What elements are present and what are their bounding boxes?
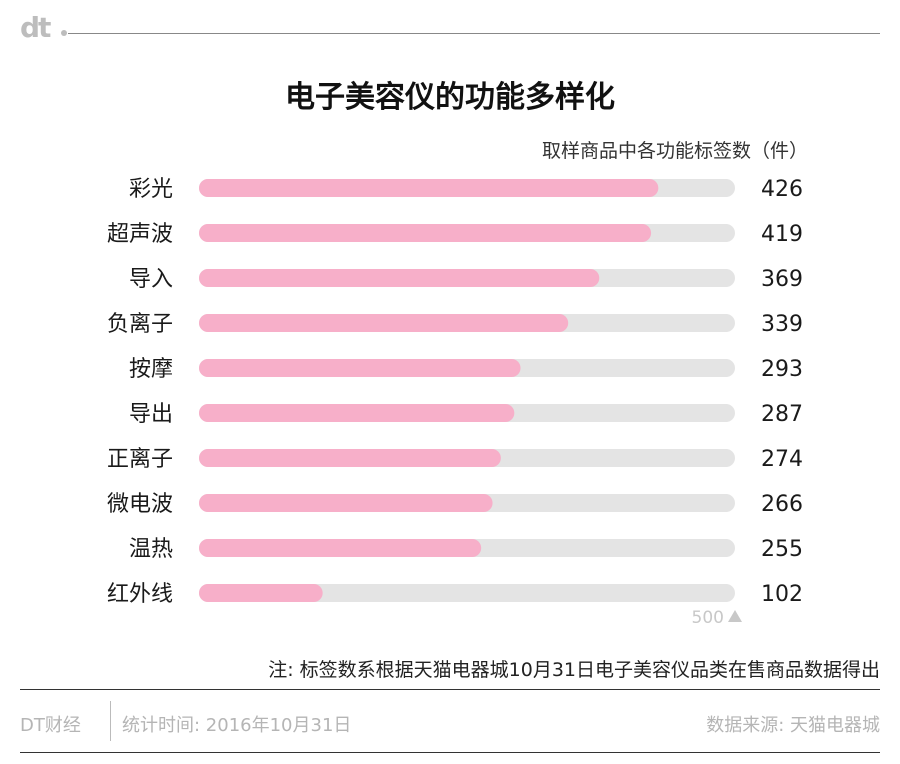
value-label: 419: [761, 222, 803, 247]
value-label: 339: [761, 312, 803, 337]
footer-separator: [110, 701, 111, 741]
unit-note: 取样商品中各功能标签数（件）: [541, 140, 808, 162]
dt-logo: dt: [20, 11, 51, 44]
category-label: 导入: [129, 267, 173, 292]
footer-source: 数据来源: 天猫电器城: [706, 715, 880, 736]
category-label: 按摩: [129, 357, 173, 382]
value-label: 426: [761, 177, 803, 202]
chart-title: 电子美容仪的功能多样化: [285, 80, 615, 115]
scale-max-label: 500: [692, 608, 724, 628]
header-dot: [61, 30, 67, 36]
value-label: 266: [761, 492, 803, 517]
scale-max-triangle-icon: [728, 610, 742, 622]
bar-chart: 彩光 426 超声波 419 导入 369 负离子 339 按摩 293 导出 287 正离子 274 微电…: [107, 177, 803, 628]
category-label: 负离子: [107, 312, 173, 337]
header-rule: [68, 33, 880, 34]
category-label: 红外线: [107, 582, 173, 607]
category-label: 超声波: [107, 222, 173, 247]
value-label: 255: [761, 537, 803, 562]
footer-bottom-rule: [20, 752, 880, 753]
category-label: 彩光: [129, 177, 173, 202]
value-label: 293: [761, 357, 803, 382]
value-label: 274: [761, 447, 803, 472]
footer-date: 统计时间: 2016年10月31日: [122, 715, 352, 736]
value-label: 287: [761, 402, 803, 427]
category-label: 微电波: [107, 492, 173, 517]
category-label: 正离子: [107, 447, 173, 472]
value-label: 369: [761, 267, 803, 292]
footnote: 注: 标签数系根据天猫电器城10月31日电子美容仪品类在售商品数据得出: [268, 659, 880, 681]
value-label: 102: [761, 582, 803, 607]
category-label: 导出: [129, 402, 173, 427]
footer-top-rule: [20, 689, 880, 690]
footer-brand: DT财经: [20, 715, 81, 736]
category-label: 温热: [129, 537, 173, 562]
